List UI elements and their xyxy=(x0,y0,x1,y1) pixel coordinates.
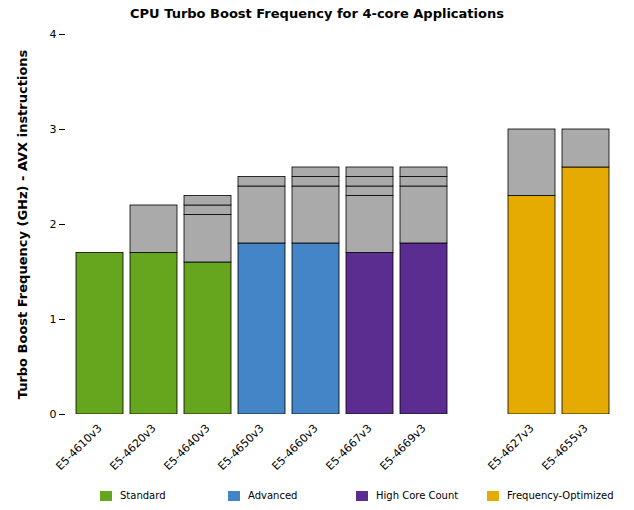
svg-text:E5-4620v3: E5-4620v3 xyxy=(107,422,158,473)
html-text:Standard: Standard xyxy=(120,490,166,501)
svg-text:E5-4627v3: E5-4627v3 xyxy=(485,422,536,473)
svg-text:2: 2 xyxy=(50,218,57,231)
html-text:CPU Turbo Boost Frequency for: CPU Turbo Boost Frequency for 4-core App… xyxy=(130,6,504,21)
svg-text:3: 3 xyxy=(50,123,57,136)
svg-text:E5-4650v3: E5-4650v3 xyxy=(215,422,266,473)
html-text:High Core Count: High Core Count xyxy=(376,490,459,501)
svg-text:E5-4660v3: E5-4660v3 xyxy=(269,422,320,473)
html-text:Advanced: Advanced xyxy=(248,490,298,501)
svg-text:1: 1 xyxy=(50,313,57,326)
svg-text:E5-4610v3: E5-4610v3 xyxy=(53,422,104,473)
svg-text:Turbo Boost Frequency (GHz) -: Turbo Boost Frequency (GHz) - AVX instru… xyxy=(15,49,30,399)
svg-text:0: 0 xyxy=(50,408,57,421)
svg-text:E5-4669v3: E5-4669v3 xyxy=(377,422,428,473)
svg-text:E5-4655v3: E5-4655v3 xyxy=(539,422,590,473)
html-text:Frequency-Optimized: Frequency-Optimized xyxy=(507,490,614,501)
svg-text:4: 4 xyxy=(50,28,57,41)
svg-text:E5-4667v3: E5-4667v3 xyxy=(323,422,374,473)
svg-text:E5-4640v3: E5-4640v3 xyxy=(161,422,212,473)
